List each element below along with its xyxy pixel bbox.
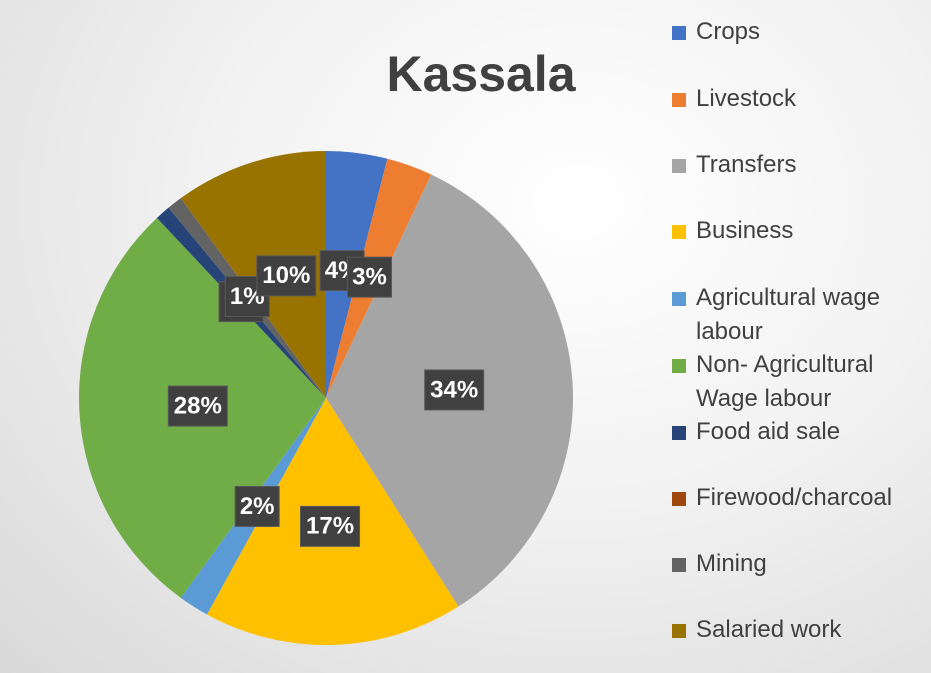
legend-item: Business	[672, 214, 922, 248]
data-label: 28%	[167, 385, 228, 427]
data-label-text: 28%	[174, 392, 222, 419]
pie-slice	[180, 151, 326, 398]
legend-label: Business	[696, 217, 794, 244]
data-label: 17%	[300, 505, 361, 547]
data-label-box	[300, 505, 361, 547]
legend-swatch	[672, 93, 686, 107]
legend-label: Mining	[696, 550, 767, 577]
legend-item: Agricultural wage labour	[672, 281, 922, 349]
legend-label: Salaried work	[696, 616, 842, 643]
data-label-box	[347, 256, 393, 298]
legend-item: Non- Agricultural Wage labour	[672, 348, 922, 416]
data-label-box	[256, 255, 317, 297]
legend-label: Food aid sale	[696, 418, 841, 445]
legend-label: Agricultural wage labour	[696, 284, 881, 345]
legend-item: Crops	[672, 15, 922, 49]
legend-item: Firewood/charcoal	[672, 481, 922, 515]
data-label: 10%	[256, 255, 317, 297]
data-label-text: 17%	[306, 513, 354, 540]
data-label: 1%	[224, 276, 270, 318]
legend-item: Mining	[672, 547, 922, 581]
data-label-box	[234, 485, 280, 527]
data-label-text: 10%	[262, 262, 310, 289]
legend-swatch	[672, 359, 686, 373]
legend-swatch	[672, 26, 686, 40]
data-label-text: 3%	[352, 263, 387, 290]
legend-swatch	[672, 558, 686, 572]
legend-item: Livestock	[672, 82, 922, 116]
legend-swatch	[672, 159, 686, 173]
chart-title: Kassala	[386, 46, 576, 102]
legend-label: Non- Agricultural Wage labour	[696, 351, 874, 412]
data-label: 2%	[234, 485, 280, 527]
legend-item: Food aid sale	[672, 415, 922, 449]
legend-swatch	[672, 426, 686, 440]
data-label-text: 2%	[240, 493, 275, 520]
data-label-text: 34%	[430, 376, 478, 403]
legend-swatch	[672, 624, 686, 638]
data-label: 3%	[347, 256, 393, 298]
legend-label: Livestock	[696, 85, 797, 112]
legend-label: Transfers	[696, 151, 797, 178]
legend-swatch	[672, 492, 686, 506]
data-label-box	[167, 385, 228, 427]
legend-item: Transfers	[672, 148, 922, 182]
data-label: 34%	[424, 369, 485, 411]
legend-item: Salaried work	[672, 613, 922, 647]
legend-label: Crops	[696, 18, 761, 45]
legend-swatch	[672, 225, 686, 239]
data-label-box	[424, 369, 485, 411]
legend-label: Firewood/charcoal	[696, 484, 893, 511]
legend-swatch	[672, 292, 686, 306]
